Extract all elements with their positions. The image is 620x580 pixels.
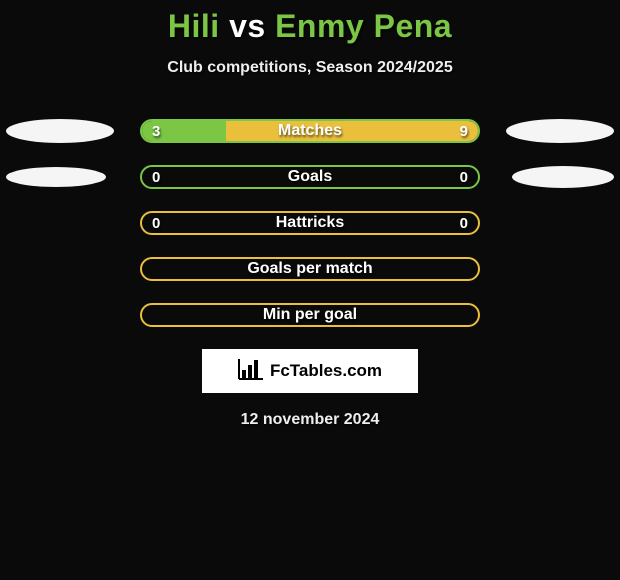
- page-title: Hili vs Enmy Pena: [0, 0, 620, 45]
- date-text: 12 november 2024: [0, 411, 620, 429]
- fctables-logo: FcTables.com: [202, 349, 418, 393]
- logo-text: FcTables.com: [270, 361, 382, 381]
- stat-bar: Matches3 9: [140, 119, 480, 143]
- stat-label: Hattricks: [142, 213, 478, 233]
- stat-row: Hattricks0 0: [0, 211, 620, 235]
- stat-row: Min per goal: [0, 303, 620, 327]
- stat-label: Goals per match: [142, 259, 478, 279]
- stat-value-left: 3: [152, 121, 160, 141]
- stat-bar: Goals0 0: [140, 165, 480, 189]
- stat-row: Matches3 9: [0, 119, 620, 143]
- stat-label: Goals: [142, 167, 478, 187]
- stat-row: Goals per match: [0, 257, 620, 281]
- stat-label: Min per goal: [142, 305, 478, 325]
- stat-bar: Goals per match: [140, 257, 480, 281]
- stat-value-left: 0: [152, 213, 160, 233]
- subtitle: Club competitions, Season 2024/2025: [0, 59, 620, 77]
- player-left-ellipse: [6, 119, 114, 143]
- stat-bar: Hattricks0 0: [140, 211, 480, 235]
- stat-value-right: 0: [460, 213, 468, 233]
- bar-chart-icon: [238, 358, 264, 385]
- title-vs: vs: [229, 8, 266, 44]
- stat-label: Matches: [142, 121, 478, 141]
- player-right-ellipse: [512, 166, 614, 188]
- stat-row: Goals0 0: [0, 165, 620, 189]
- stat-value-right: 0: [460, 167, 468, 187]
- stat-value-left: 0: [152, 167, 160, 187]
- player-left-ellipse: [6, 167, 106, 187]
- stat-bar: Min per goal: [140, 303, 480, 327]
- title-left: Hili: [168, 8, 220, 44]
- stat-rows: Matches39Goals00Hattricks00Goals per mat…: [0, 119, 620, 327]
- title-right: Enmy Pena: [275, 8, 452, 44]
- stat-value-right: 9: [460, 121, 468, 141]
- player-right-ellipse: [506, 119, 614, 143]
